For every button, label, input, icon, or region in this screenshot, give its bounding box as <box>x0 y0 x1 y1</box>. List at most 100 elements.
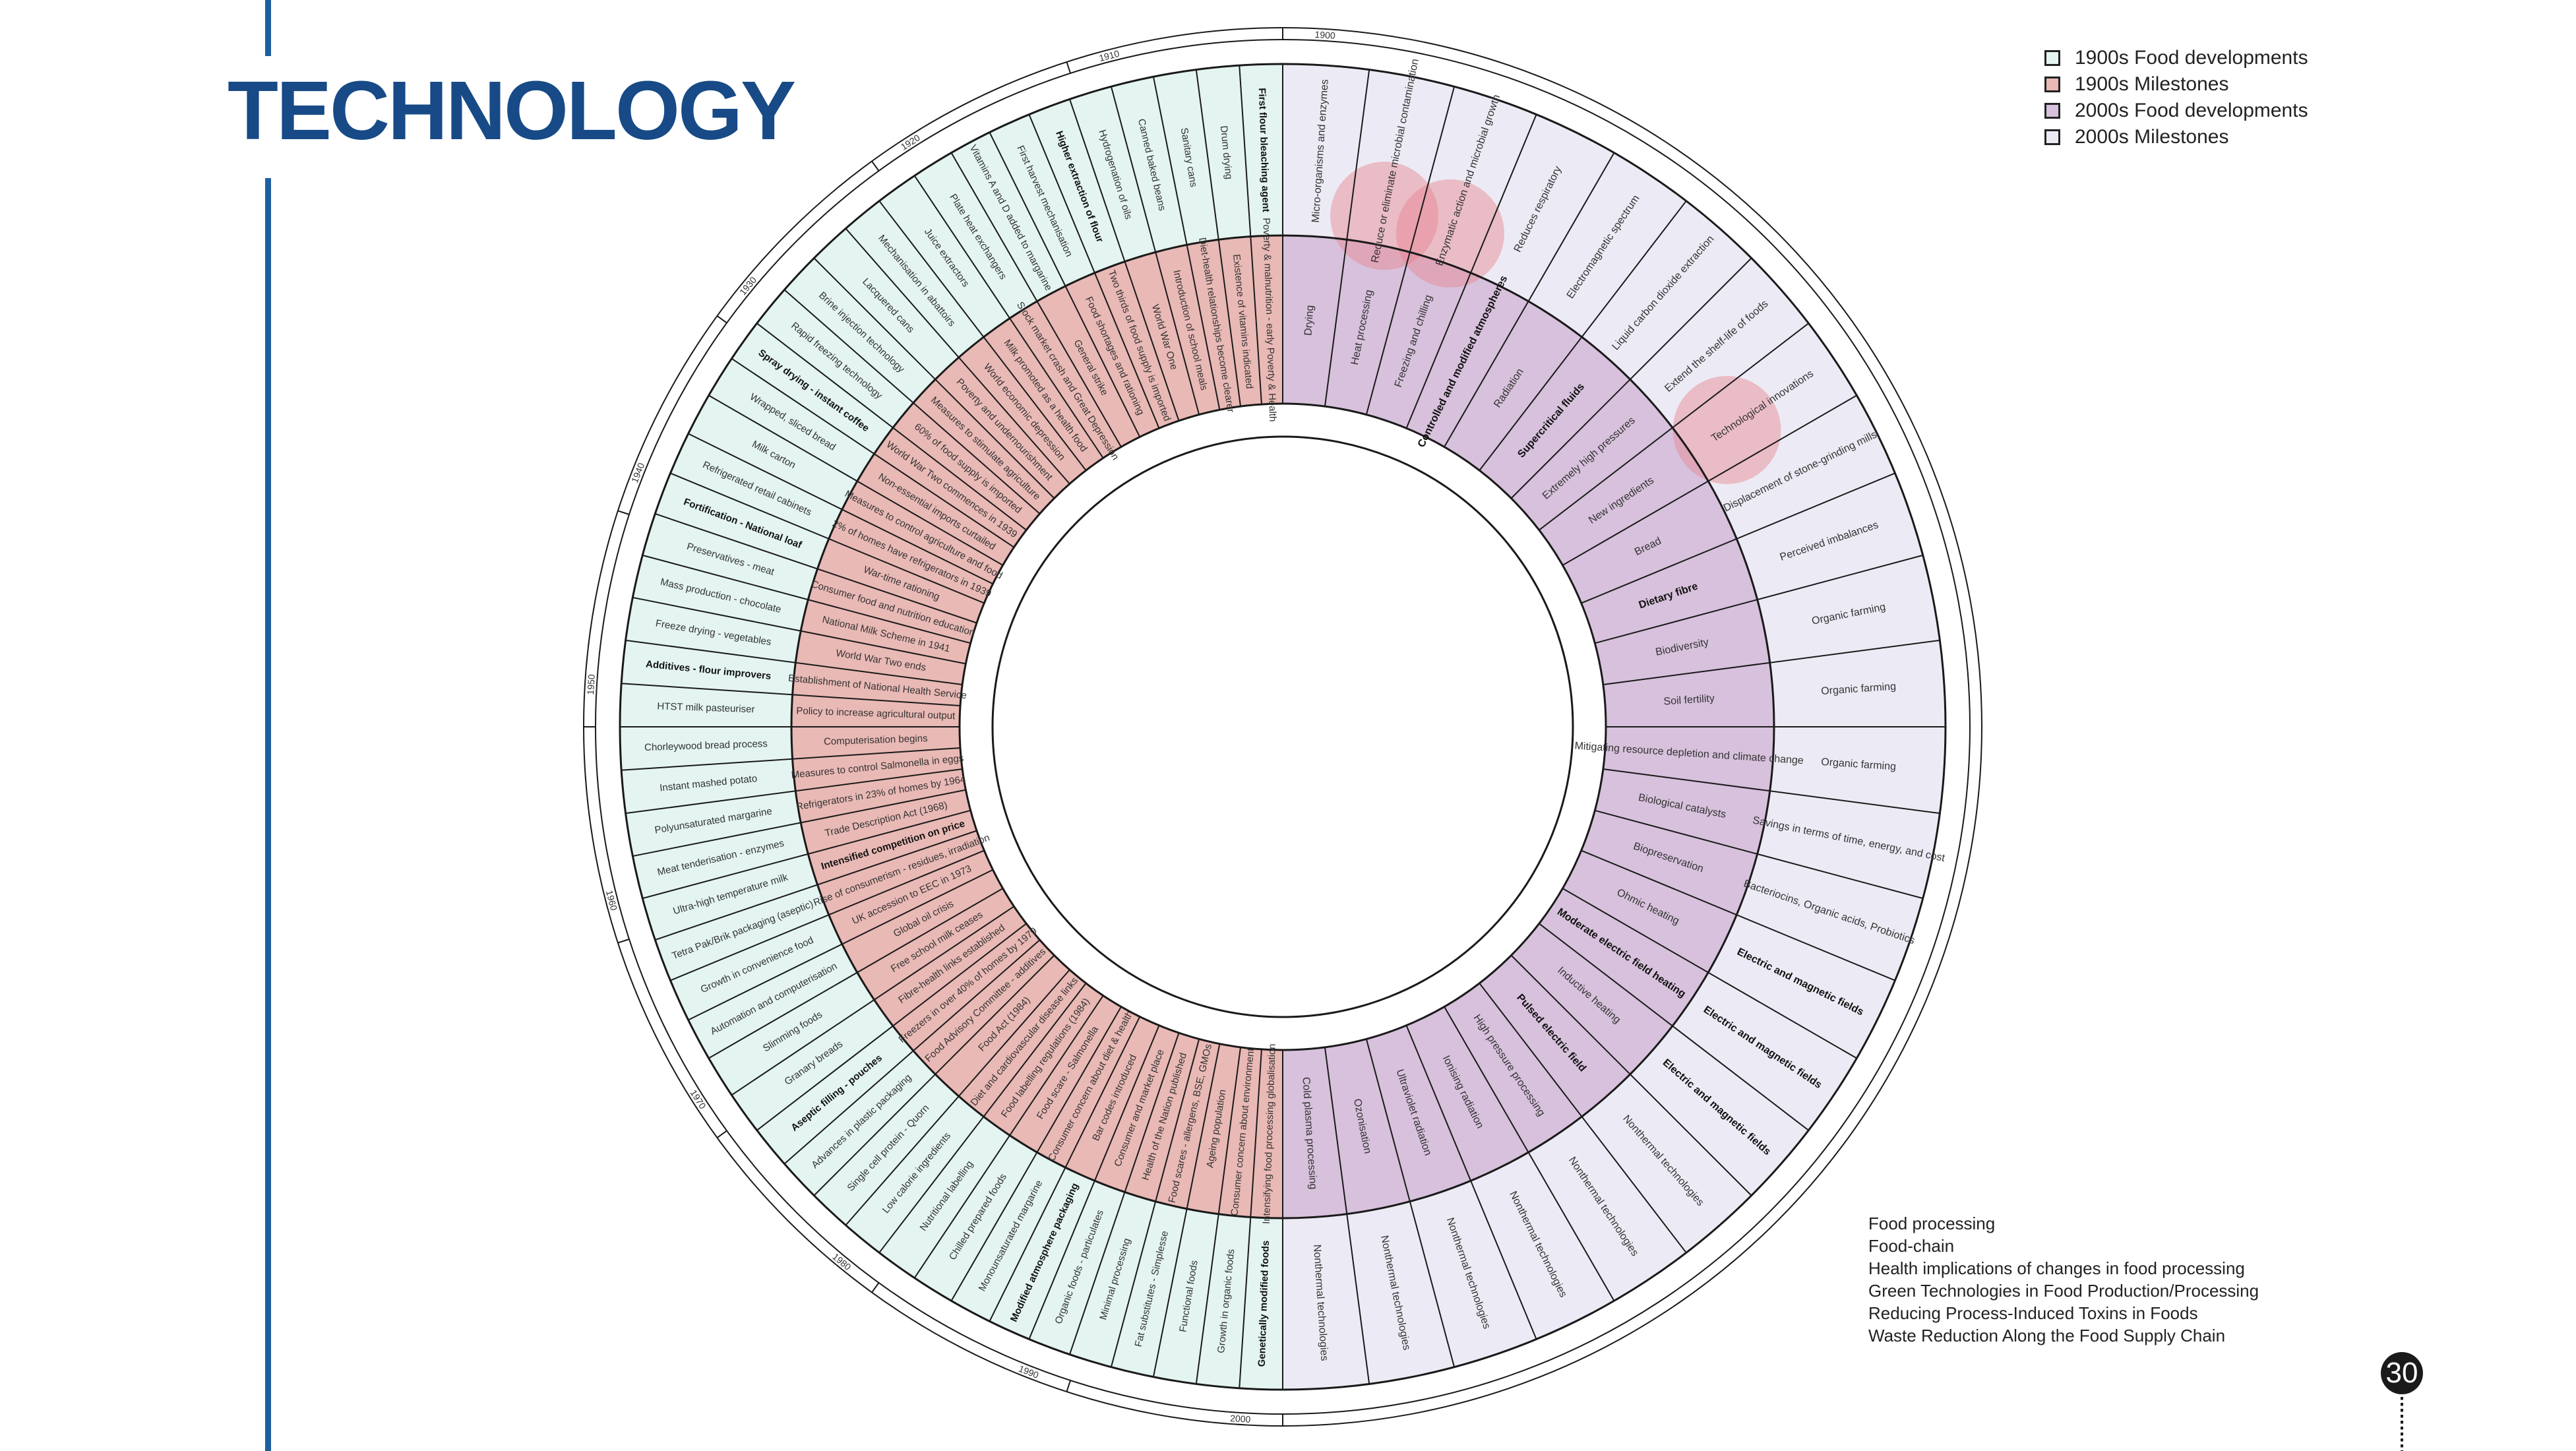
legend-label: 1900s Food developments <box>2075 47 2308 69</box>
topic-item[interactable]: Reducing Process-Induced Toxins in Foods <box>1868 1303 2198 1323</box>
radial-line <box>621 747 961 771</box>
left-outer-label: Chorleywood bread process <box>644 738 768 753</box>
radial-line <box>670 472 985 604</box>
decade-tick <box>871 1282 880 1293</box>
radial-line <box>1324 1047 1370 1384</box>
radial-line <box>756 323 1027 531</box>
band-2000s-milestones <box>1283 64 1946 1390</box>
ring-line <box>991 435 1574 1018</box>
decade-label: 1900 <box>1314 29 1335 41</box>
radial-line <box>1510 954 1752 1196</box>
wheel-lines <box>583 27 1982 1427</box>
radial-line <box>1069 1032 1180 1355</box>
radial-line <box>913 175 1104 459</box>
legend-label: 1900s Milestones <box>2075 73 2229 95</box>
radial-line <box>989 1016 1141 1322</box>
radial-line <box>1479 983 1687 1253</box>
radial-line <box>1539 323 1809 531</box>
radial-line <box>1581 849 1895 981</box>
decade-tick <box>716 315 727 324</box>
radial-line <box>1595 554 1924 644</box>
radial-line <box>708 394 1004 566</box>
radial-line <box>1581 472 1895 604</box>
radial-line <box>655 830 977 941</box>
page-number-badge: 30 <box>2381 1352 2423 1394</box>
decade-label: 1950 <box>585 674 597 695</box>
legend-label: 2000s Milestones <box>2075 126 2229 148</box>
radial-line <box>1562 888 1857 1059</box>
right-inner-label: Drying <box>1303 305 1316 336</box>
radial-line <box>1562 394 1857 566</box>
page-number-dots <box>2401 1397 2403 1451</box>
legend-item-2000s-food-developments: 2000s Food developments <box>2044 98 2308 124</box>
radial-line <box>1603 768 1940 815</box>
radial-line <box>1444 1006 1615 1301</box>
radial-line <box>845 969 1070 1226</box>
radial-line <box>1365 1039 1456 1368</box>
radial-line <box>1405 114 1537 429</box>
radial-line <box>625 768 963 815</box>
decade-label: 1960 <box>604 889 619 911</box>
radial-line <box>878 983 1087 1253</box>
radial-line <box>688 433 993 585</box>
radial-line <box>642 554 971 644</box>
radial-line <box>708 888 1004 1059</box>
radial-line <box>1028 1025 1160 1340</box>
highlight-mark <box>1672 375 1781 484</box>
radial-line <box>783 939 1041 1165</box>
topic-list: Food processing Food-chain Health implic… <box>1868 1212 2259 1347</box>
radial-line <box>1195 69 1242 407</box>
radial-line <box>783 289 1041 514</box>
radial-line <box>1028 114 1160 429</box>
radial-line <box>670 849 985 981</box>
legend-swatch <box>2044 103 2060 119</box>
decade-label: 1910 <box>1098 48 1120 63</box>
legend-item-1900s-milestones: 1900s Milestones <box>2044 71 2308 98</box>
left-outer-label: Genetically modified foods <box>1256 1240 1272 1367</box>
legend-label: 2000s Food developments <box>2075 100 2308 121</box>
radial-line <box>625 639 963 686</box>
legend-item-2000s-milestones: 2000s Milestones <box>2044 124 2308 150</box>
wheel-highlights <box>1330 162 1781 484</box>
radial-line <box>1595 809 1924 900</box>
radial-line <box>655 513 977 624</box>
decade-tick <box>617 510 630 515</box>
decade-tick <box>1066 1380 1071 1392</box>
radial-line <box>989 132 1141 437</box>
decade-tick <box>1066 61 1071 74</box>
page-title: TECHNOLOGY <box>228 64 796 157</box>
radial-line <box>1603 639 1940 686</box>
radial-line <box>913 995 1104 1279</box>
topic-item[interactable]: Waste Reduction Along the Food Supply Ch… <box>1868 1326 2226 1345</box>
ring-line <box>958 402 1607 1051</box>
decade-tick <box>871 160 880 171</box>
radial-line <box>632 596 966 665</box>
radial-line <box>1239 65 1262 405</box>
topic-item[interactable]: Green Technologies in Food Production/Pr… <box>1868 1281 2259 1301</box>
radial-line <box>731 357 1015 548</box>
radial-line <box>621 683 961 706</box>
legend-swatch <box>2044 77 2060 92</box>
radial-line <box>642 809 971 900</box>
radial-line <box>688 869 993 1021</box>
right-inner-label: Soil fertility <box>1663 693 1715 708</box>
left-accent-line-top <box>265 0 271 56</box>
topic-item[interactable]: Food-chain <box>1868 1236 1955 1256</box>
radial-line <box>1152 1043 1221 1377</box>
radial-line <box>1324 69 1370 407</box>
decade-tick <box>716 1130 727 1138</box>
radial-line <box>1069 99 1180 421</box>
radial-line <box>813 954 1055 1196</box>
highlight-mark <box>1330 162 1439 270</box>
topic-item[interactable]: Food processing <box>1868 1214 1996 1233</box>
radial-line <box>813 257 1055 499</box>
radial-line <box>1110 86 1200 415</box>
radial-line <box>731 906 1015 1096</box>
radial-line <box>1444 152 1615 448</box>
left-outer-label: First flour bleaching agent <box>1256 88 1272 212</box>
left-inner-label: Computerisation begins <box>824 733 928 747</box>
highlight-mark <box>1395 179 1504 288</box>
band-2000s-developments <box>1283 235 1774 1218</box>
topic-item[interactable]: Health implications of changes in food p… <box>1868 1258 2245 1278</box>
